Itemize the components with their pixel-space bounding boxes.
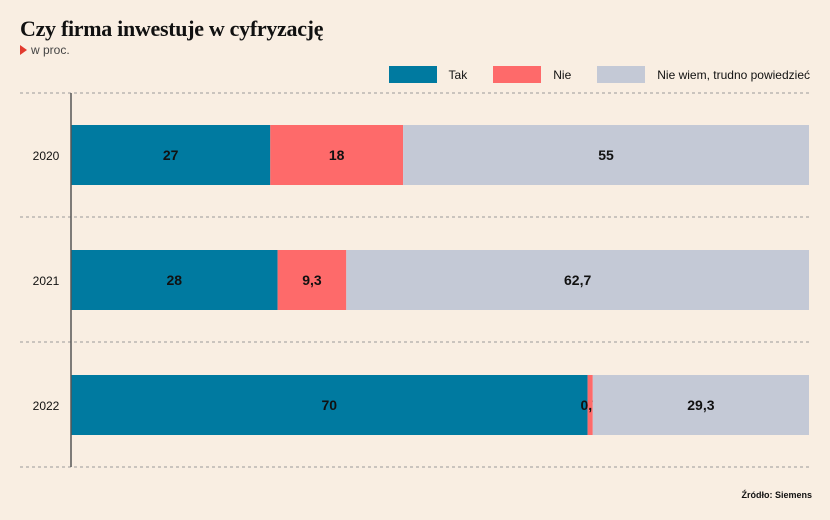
category-label-2022: 2022: [33, 399, 60, 413]
triangle-marker-icon: [20, 45, 27, 55]
data-label-2021-series-0: 28: [167, 272, 183, 288]
legend-swatch-nie: [493, 66, 542, 83]
bar-2021-series-1: [277, 250, 347, 310]
bar-2020-series-0: [71, 125, 271, 185]
data-label-2021-series-1: 9,3: [302, 272, 322, 288]
legend-item-nie-wiem: Nie wiem, trudno powiedzieć: [597, 66, 810, 83]
legend-swatch-tak: [388, 66, 437, 83]
data-label-2022-series-0: 70: [322, 397, 338, 413]
legend-swatch-nie-wiem: [597, 66, 646, 83]
legend: Tak Nie Nie wiem, trudno powiedzieć: [363, 66, 810, 83]
bar-2022-series-1: [587, 375, 593, 435]
category-label-2020: 2020: [33, 149, 60, 163]
legend-item-tak: Tak: [388, 66, 468, 83]
bar-2020-series-2: [403, 125, 809, 185]
subtitle-text: w proc.: [31, 43, 70, 57]
data-label-2021-series-2: 62,7: [564, 272, 591, 288]
legend-label-nie-wiem: Nie wiem, trudno powiedzieć: [657, 67, 810, 82]
bar-2021-series-2: [346, 250, 809, 310]
bar-2020-series-1: [270, 125, 404, 185]
chart-subtitle: w proc.: [20, 43, 70, 57]
category-label-2021: 2021: [33, 274, 60, 288]
data-label-2020-series-2: 55: [598, 147, 614, 163]
legend-label-tak: Tak: [448, 67, 468, 82]
bar-2021-series-0: [71, 250, 278, 310]
legend-item-nie: Nie: [493, 66, 571, 83]
chart-title: Czy firma inwestuje w cyfryzację: [20, 16, 324, 41]
source-note: Źródło: Siemens: [741, 490, 812, 500]
data-label-2020-series-0: 27: [163, 147, 179, 163]
data-label-2022-series-2: 29,3: [687, 397, 714, 413]
legend-label-nie: Nie: [553, 67, 572, 82]
bar-2022-series-2: [592, 375, 809, 435]
bar-2022-series-0: [71, 375, 588, 435]
data-label-2020-series-1: 18: [329, 147, 345, 163]
